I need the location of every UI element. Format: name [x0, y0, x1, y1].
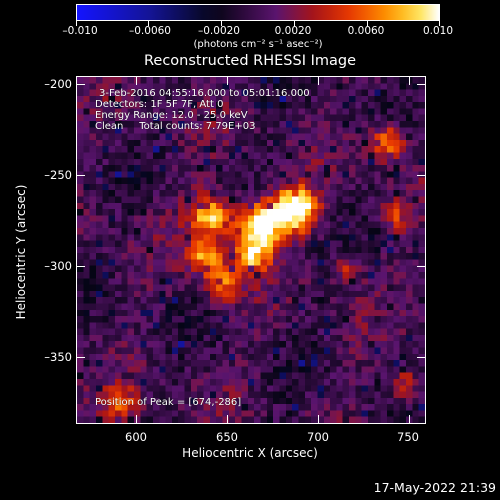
- x-tick-mark: [318, 415, 319, 423]
- x-tick-label: 750: [397, 430, 419, 444]
- colorbar-tick-label: –0.0020: [198, 25, 240, 37]
- y-tick-label: –300: [44, 259, 72, 273]
- plot-title: Reconstructed RHESSI Image: [143, 53, 357, 69]
- annotation-time-range: 3-Feb-2016 04:55:16.000 to 05:01:16.000: [99, 88, 310, 99]
- colorbar-tick-label: –0.0060: [129, 25, 171, 37]
- colorbar-tick: [294, 21, 295, 26]
- y-tick-mark: [77, 84, 85, 85]
- annotation-peak: Position of Peak = [674,-286]: [95, 397, 242, 408]
- colorbar-tick-label: 0.010: [422, 25, 454, 37]
- y-tick-label: –250: [44, 168, 72, 182]
- x-tick-mark: [136, 415, 137, 423]
- colorbar-tick-label: –0.010: [62, 25, 98, 37]
- x-tick-mark: [409, 77, 410, 85]
- colorbar-tick-label: 0.0020: [274, 25, 312, 37]
- y-tick-mark: [77, 357, 85, 358]
- y-tick-mark: [77, 266, 85, 267]
- colorbar-tick: [148, 21, 149, 26]
- y-tick-mark: [77, 175, 85, 176]
- annotation-detectors: Detectors: 1F 5F 7F, Att 0: [95, 99, 224, 110]
- colorbar-tick: [76, 21, 77, 26]
- colorbar-tick: [367, 21, 368, 26]
- x-tick-mark: [409, 415, 410, 423]
- y-tick-mark: [417, 84, 425, 85]
- x-tick-label: 600: [125, 430, 147, 444]
- x-tick-mark: [318, 77, 319, 85]
- plot-timestamp: 17-May-2022 21:39: [373, 480, 496, 495]
- annotation-energy: Energy Range: 12.0 - 25.0 keV: [95, 110, 248, 121]
- x-tick-mark: [227, 415, 228, 423]
- colorbar-tick-label: 0.0060: [347, 25, 385, 37]
- x-tick-mark: [136, 77, 137, 85]
- colorbar-tick: [439, 21, 440, 26]
- y-axis-label: Heliocentric Y (arcsec): [14, 184, 28, 320]
- x-tick-label: 650: [216, 430, 238, 444]
- x-tick-mark: [227, 77, 228, 85]
- image-plot: 3-Feb-2016 04:55:16.000 to 05:01:16.000 …: [76, 76, 426, 424]
- y-tick-label: –200: [44, 77, 72, 91]
- colorbar-units: (photons cm⁻² s⁻¹ asec⁻²): [193, 39, 323, 50]
- y-tick-mark: [417, 357, 425, 358]
- colorbar-tick: [221, 21, 222, 26]
- y-tick-label: –350: [44, 350, 72, 364]
- rhessi-image: [77, 77, 425, 423]
- x-axis-label: Heliocentric X (arcsec): [182, 446, 318, 460]
- colorbar: [76, 4, 440, 21]
- x-tick-label: 700: [307, 430, 329, 444]
- annotation-clean: Clean Total counts: 7.79E+03: [95, 121, 256, 132]
- y-tick-mark: [417, 266, 425, 267]
- y-tick-mark: [417, 175, 425, 176]
